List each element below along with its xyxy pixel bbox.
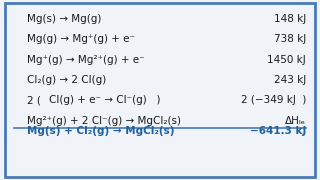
Text: 738 kJ: 738 kJ (274, 34, 306, 44)
Text: Mg⁺(g) → Mg²⁺(g) + e⁻: Mg⁺(g) → Mg²⁺(g) + e⁻ (27, 55, 144, 65)
Text: 2 (: 2 ( (27, 95, 47, 105)
Text: 148 kJ: 148 kJ (274, 14, 306, 24)
FancyBboxPatch shape (4, 3, 316, 177)
Text: Mg(g) → Mg⁺(g) + e⁻: Mg(g) → Mg⁺(g) + e⁻ (27, 34, 135, 44)
Text: ΔHₗₑ: ΔHₗₑ (285, 116, 306, 126)
Text: −641.3 kJ: −641.3 kJ (250, 126, 306, 136)
Text: 243 kJ: 243 kJ (274, 75, 306, 85)
Text: Mg²⁺(g) + 2 Cl⁻(g) → MgCl₂(s): Mg²⁺(g) + 2 Cl⁻(g) → MgCl₂(s) (27, 116, 181, 126)
Text: 2 (−349 kJ  ): 2 (−349 kJ ) (241, 95, 306, 105)
Text: Cl₂(g) → 2 Cl(g): Cl₂(g) → 2 Cl(g) (27, 75, 106, 85)
Text: 1450 kJ: 1450 kJ (267, 55, 306, 65)
Text: Cl(g) + e⁻ → Cl⁻(g)   ): Cl(g) + e⁻ → Cl⁻(g) ) (49, 95, 160, 105)
Text: Mg(s) + Cl₂(g) → MgCl₂(s): Mg(s) + Cl₂(g) → MgCl₂(s) (27, 126, 174, 136)
Text: Mg(s) → Mg(g): Mg(s) → Mg(g) (27, 14, 101, 24)
